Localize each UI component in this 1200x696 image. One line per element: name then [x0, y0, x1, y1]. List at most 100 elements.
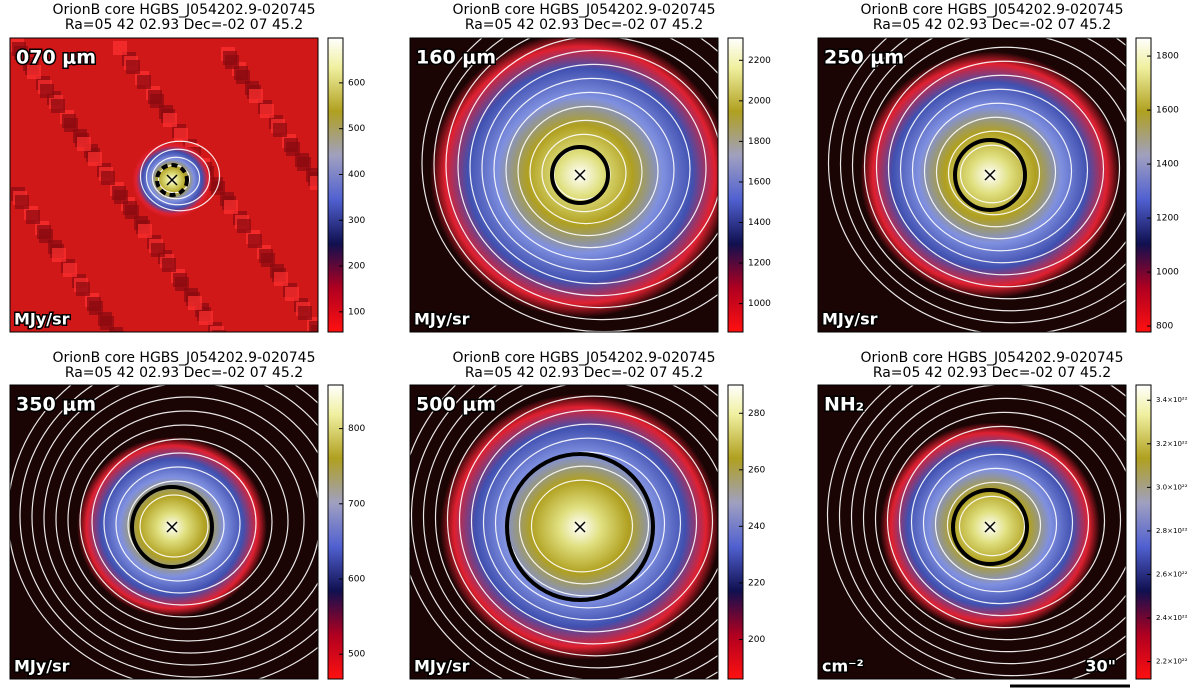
frame	[9, 384, 319, 680]
noise-pixel	[224, 200, 238, 214]
contour	[518, 465, 650, 585]
band-label: 070 μm	[16, 47, 96, 69]
contour	[863, 38, 1126, 300]
noise-pixel	[137, 75, 151, 89]
unit-label: cm⁻²	[822, 657, 864, 676]
contour	[874, 397, 1126, 641]
colorbar-tick-label: 1600	[1156, 106, 1179, 116]
noise-pixel	[76, 282, 90, 296]
contour	[19, 385, 318, 678]
unit-label: MJy/sr	[414, 657, 470, 676]
noise-pixel	[77, 137, 91, 151]
colorbar-tick-label: 220	[748, 578, 765, 588]
contour	[947, 130, 1041, 216]
contour	[493, 77, 691, 261]
colorbar-tick-label: 100	[348, 307, 365, 317]
core-position	[574, 521, 586, 533]
noise-pixel	[138, 224, 152, 238]
core-aperture	[550, 145, 610, 205]
colorbar-tick-label: 1000	[1156, 268, 1179, 278]
contour	[934, 467, 1058, 581]
contour	[517, 105, 659, 237]
panel-title: OrionB core HGBS_J054202.9-020745	[861, 2, 1124, 18]
noise-pixel	[89, 301, 103, 315]
contour	[458, 395, 718, 645]
unit-label: MJy/sr	[14, 310, 70, 329]
noise-pixel	[285, 287, 299, 301]
panel-title: OrionB core HGBS_J054202.9-020745	[453, 2, 716, 18]
core-position	[984, 521, 996, 533]
colorbar-tick-label: 700	[348, 499, 365, 509]
colorbar	[1135, 384, 1152, 680]
panel-title: OrionB core HGBS_J054202.9-020745	[861, 350, 1124, 366]
noise-pixel	[63, 263, 77, 277]
noise-pixel	[237, 219, 251, 233]
noise-pixel	[111, 331, 125, 332]
colorbar-tick-label: 1600	[748, 177, 771, 187]
colorbar-tick-label: 600	[348, 78, 365, 88]
contour	[470, 409, 714, 633]
colorbar-tick-label: 1400	[748, 218, 771, 228]
contour	[445, 38, 718, 309]
noise-pixel	[286, 142, 300, 156]
noise-pixel	[14, 46, 28, 60]
contour	[469, 49, 718, 285]
noise-pixel	[125, 205, 139, 219]
contour	[838, 385, 1126, 677]
noise-pixel	[174, 128, 188, 142]
unit-label: MJy/sr	[414, 310, 470, 329]
noise-pixel	[126, 60, 140, 74]
colorbar-tick-label: 240	[748, 522, 765, 532]
contour	[482, 423, 698, 621]
panel-title: OrionB core HGBS_J054202.9-020745	[453, 350, 716, 366]
colorbar-tick-label: 2000	[748, 96, 771, 106]
contour	[946, 481, 1042, 569]
noise-pixel	[310, 176, 318, 190]
colorbar	[327, 384, 344, 680]
panel-title: OrionB core HGBS_J054202.9-020745	[53, 2, 316, 18]
panel-subtitle: Ra=05 42 02.93 Dec=-02 07 45.2	[65, 17, 303, 33]
contour	[541, 133, 627, 213]
noise-pixel	[151, 243, 165, 257]
noise-pixel	[297, 157, 311, 171]
contour	[529, 119, 643, 225]
contour	[923, 102, 1073, 240]
colorbar-tick-label: 500	[348, 124, 365, 134]
noise-pixel	[260, 104, 274, 118]
noise-pixel	[150, 94, 164, 108]
colorbar-tick-label: 1000	[748, 299, 771, 309]
contour	[91, 438, 273, 606]
noise-pixel	[109, 327, 123, 332]
noise-pixel	[88, 152, 102, 166]
noise-pixel	[163, 113, 177, 127]
noise-pixel	[114, 190, 128, 204]
contour	[79, 424, 289, 618]
noise-pixel	[199, 311, 213, 325]
panel-title: OrionB core HGBS_J054202.9-020745	[53, 350, 316, 366]
noise-pixel	[249, 89, 263, 103]
noise-pixel	[113, 41, 127, 55]
colorbar-tick-label: 600	[348, 574, 365, 584]
unit-label: MJy/sr	[822, 310, 878, 329]
contour	[958, 495, 1026, 557]
panel-subtitle: Ra=05 42 02.93 Dec=-02 07 45.2	[873, 365, 1111, 381]
panel-subtitle: Ra=05 42 02.93 Dec=-02 07 45.2	[65, 365, 303, 381]
contour	[862, 385, 1126, 653]
contour	[139, 494, 209, 558]
noise-pixel	[64, 118, 78, 132]
contour	[886, 411, 1122, 629]
colorbar-tick-label: 3.2×10²²	[1156, 440, 1188, 448]
contour	[103, 452, 257, 594]
colorbar-tick-label: 300	[348, 216, 365, 226]
colorbar	[727, 384, 744, 680]
frame	[409, 384, 719, 680]
contour	[505, 91, 675, 249]
map-image	[818, 385, 1126, 679]
noise-pixel	[175, 277, 189, 291]
core-aperture	[130, 485, 214, 569]
colorbar-tick-label: 2.8×10²²	[1156, 527, 1188, 535]
colorbar	[1135, 37, 1152, 333]
core-position	[166, 174, 178, 186]
contour	[899, 74, 1105, 264]
unit-label: MJy/sr	[14, 657, 70, 676]
